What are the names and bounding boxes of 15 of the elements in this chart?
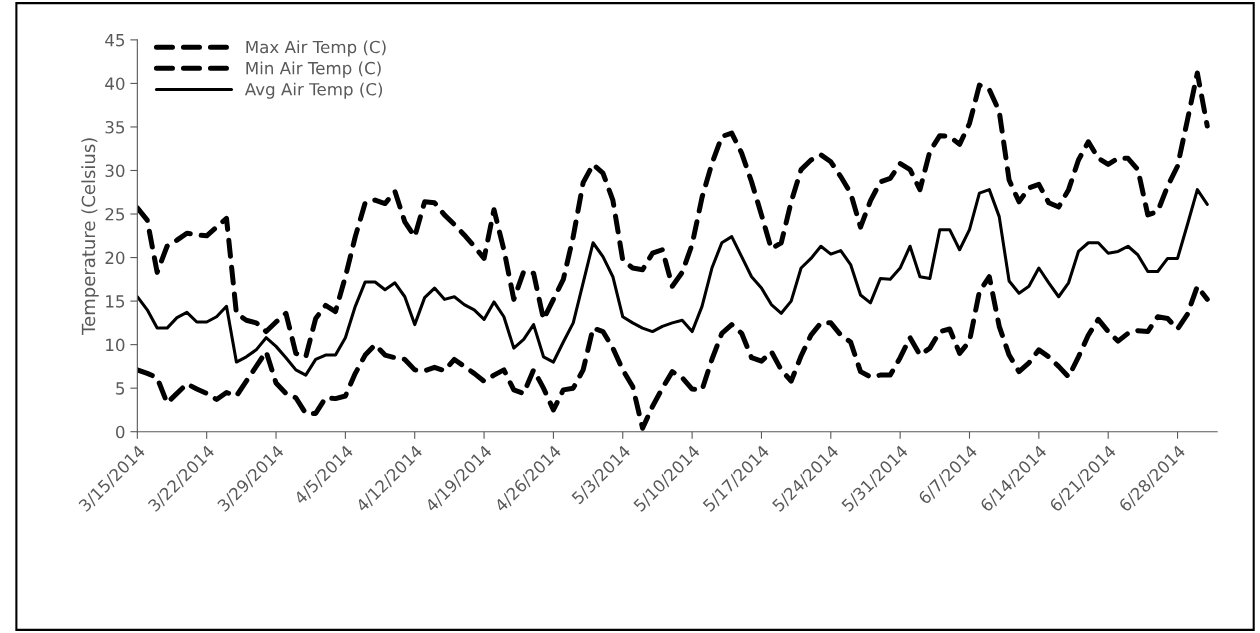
y-axis-title: Temperature (Celsius) (81, 138, 99, 335)
y-tick-label: 20 (105, 251, 125, 265)
y-tick-label: 30 (105, 164, 125, 178)
y-tick-label: 25 (105, 207, 125, 221)
legend-label: Min Air Temp (C) (246, 61, 381, 78)
y-tick-label: 45 (105, 34, 125, 47)
y-tick-label: 35 (105, 120, 125, 134)
legend-label: Avg Air Temp (C) (244, 82, 383, 99)
line-series (137, 188, 1209, 377)
y-tick-label: 15 (106, 295, 125, 308)
y-tick-label: 10 (106, 338, 125, 352)
y-tick-label: 0 (116, 425, 125, 439)
legend-label: Max Air Temp (C) (246, 40, 386, 57)
y-tick-label: 5 (116, 382, 125, 395)
y-tick-label: 40 (105, 77, 125, 90)
